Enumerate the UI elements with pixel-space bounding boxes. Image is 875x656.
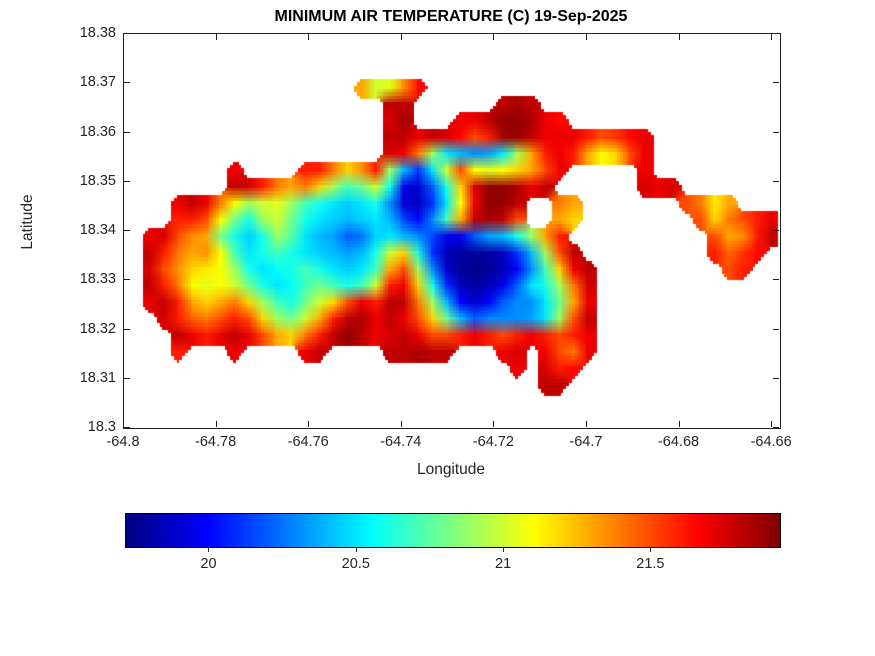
y-tick-label: 18.3 <box>87 419 116 435</box>
x-tick-label: -64.8 <box>106 434 140 450</box>
x-tick-mark <box>678 34 680 40</box>
y-tick-mark <box>124 82 130 84</box>
y-tick-mark <box>124 180 130 182</box>
y-tick-label: 18.38 <box>79 25 116 41</box>
x-tick-label: -64.68 <box>657 434 700 450</box>
x-tick-mark <box>585 421 587 427</box>
y-tick-mark <box>773 180 779 182</box>
x-tick-mark <box>771 34 773 40</box>
colorbar-tick-mark <box>208 547 210 552</box>
x-tick-mark <box>493 421 495 427</box>
y-tick-label: 18.34 <box>79 222 116 238</box>
y-tick-mark <box>124 427 130 428</box>
x-tick-label: -64.74 <box>380 434 422 450</box>
y-tick-mark <box>124 131 130 133</box>
x-tick-label: -64.78 <box>195 434 237 450</box>
x-tick-mark <box>215 34 217 40</box>
y-tick-label: 18.32 <box>79 320 116 337</box>
temperature-map-canvas <box>124 34 780 428</box>
y-tick-mark <box>773 82 779 84</box>
x-tick-label: -64.72 <box>472 434 514 450</box>
y-tick-mark <box>773 131 779 133</box>
y-tick-mark <box>773 377 779 379</box>
x-tick-mark <box>400 34 402 40</box>
y-tick-label: 18.31 <box>79 369 116 386</box>
x-tick-mark <box>678 421 680 427</box>
colorbar-tick-mark <box>503 547 505 552</box>
y-tick-mark <box>124 230 130 231</box>
colorbar-tick-mark <box>650 547 652 552</box>
x-tick-mark <box>215 421 217 427</box>
x-axis-label: Longitude <box>416 461 486 478</box>
x-tick-mark <box>771 421 773 427</box>
plot-box <box>123 33 781 429</box>
y-tick-mark <box>773 279 779 281</box>
y-tick-label: 18.37 <box>79 74 116 91</box>
colorbar-tick-label: 21.5 <box>636 556 665 572</box>
x-tick-mark <box>123 34 124 40</box>
chart-title: MINIMUM AIR TEMPERATURE (C) 19-Sep-2025 <box>274 8 628 25</box>
x-tick-mark <box>400 421 402 427</box>
y-tick-mark <box>124 33 130 34</box>
colorbar-tick-mark <box>355 547 357 552</box>
colorbar-tick-label: 20.5 <box>341 556 370 572</box>
y-tick-mark <box>773 230 779 231</box>
y-tick-label: 18.36 <box>79 123 116 140</box>
x-tick-mark <box>493 34 495 40</box>
x-tick-mark <box>585 34 587 40</box>
x-tick-label: -64.66 <box>750 434 792 450</box>
x-tick-mark <box>308 34 310 40</box>
colorbar-tick-label: 21 <box>495 556 512 572</box>
y-tick-label: 18.35 <box>79 172 116 189</box>
y-tick-mark <box>124 279 130 281</box>
x-tick-mark <box>308 421 310 427</box>
y-tick-label: 18.33 <box>79 271 116 288</box>
y-tick-mark <box>773 33 779 34</box>
y-tick-mark <box>124 377 130 379</box>
x-tick-mark <box>123 421 124 427</box>
y-tick-mark <box>773 328 779 330</box>
y-tick-mark <box>124 328 130 330</box>
colorbar-canvas <box>125 513 781 548</box>
x-tick-label: -64.76 <box>287 434 329 450</box>
x-tick-label: -64.7 <box>569 434 603 450</box>
colorbar-tick-label: 20 <box>200 556 217 572</box>
y-tick-mark <box>773 427 779 428</box>
y-axis-label: Latitude <box>19 194 36 250</box>
